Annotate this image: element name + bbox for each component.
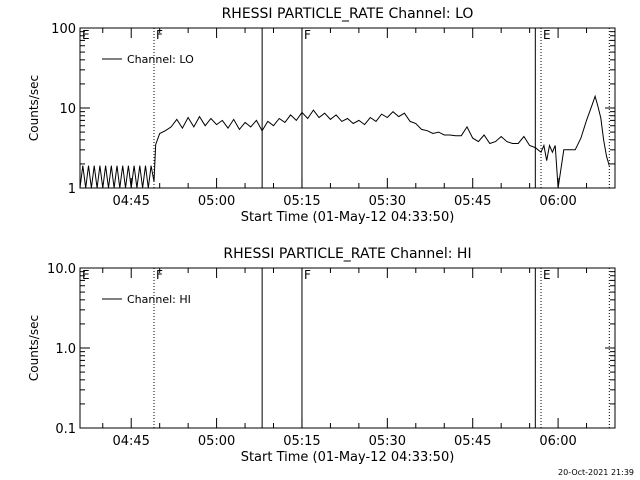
- x-tick-label: 05:15: [283, 434, 320, 449]
- x-axis-label: Start Time (01-May-12 04:33:50): [241, 450, 455, 465]
- plot-frame: [79, 267, 616, 429]
- chart-title: RHESSI PARTICLE_RATE Channel: HI: [223, 246, 471, 262]
- x-tick-label: 04:45: [112, 434, 149, 449]
- panel-hi: RHESSI PARTICLE_RATE Channel: HI Counts/s…: [27, 246, 616, 465]
- legend-label: Channel: LO: [127, 53, 194, 66]
- footer-timestamp: 20-Oct-2021 21:39: [558, 468, 634, 477]
- x-tick-label: 05:45: [454, 434, 491, 449]
- x-tick-label: 05:30: [369, 434, 406, 449]
- x-tick-label: 05:00: [198, 434, 235, 449]
- y-tick-label: 100: [51, 22, 76, 37]
- plot-frame: [79, 27, 616, 189]
- event-marker-label: E: [543, 28, 551, 42]
- event-marker-label: E: [543, 268, 551, 282]
- event-marker-label: E: [82, 28, 90, 42]
- event-marker-label: E: [82, 268, 90, 282]
- y-tick-label: 0.1: [55, 422, 76, 437]
- y-axis-label: Counts/sec: [27, 315, 41, 381]
- x-tick-label: 05:15: [283, 194, 320, 209]
- y-axis-label: Counts/sec: [27, 75, 41, 141]
- y-tick-label: 1.0: [55, 342, 76, 357]
- x-tick-label: 05:00: [198, 194, 235, 209]
- event-marker-label: F: [156, 28, 163, 42]
- chart-title: RHESSI PARTICLE_RATE Channel: LO: [222, 6, 474, 22]
- event-marker-label: F: [304, 268, 311, 282]
- x-tick-label: 06:00: [539, 194, 576, 209]
- x-axis-label: Start Time (01-May-12 04:33:50): [241, 210, 455, 225]
- legend-label: Channel: HI: [127, 293, 191, 306]
- y-tick-label: 1: [68, 182, 76, 197]
- y-tick-label: 10: [59, 102, 76, 117]
- panel-lo: RHESSI PARTICLE_RATE Channel: LO Counts/s…: [27, 6, 616, 225]
- x-tick-label: 05:30: [369, 194, 406, 209]
- x-tick-label: 06:00: [539, 434, 576, 449]
- event-marker-label: F: [304, 28, 311, 42]
- event-marker-label: F: [156, 268, 163, 282]
- y-tick-label: 10.0: [47, 262, 76, 277]
- x-tick-label: 04:45: [112, 194, 149, 209]
- series-line: [79, 94, 610, 189]
- x-tick-label: 05:45: [454, 194, 491, 209]
